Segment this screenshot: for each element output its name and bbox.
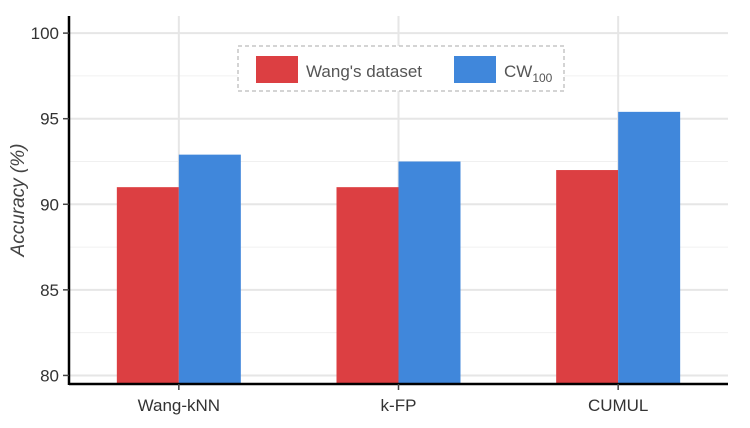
legend-label-cw100: CW100 [504,62,553,85]
x-tick-label-wang-knn: Wang-kNN [138,396,221,415]
bar-k-fp-wang-s-dataset [336,187,399,384]
bar-cumul-wang-s-dataset [556,170,619,384]
y-axis-ticks: 80 85 90 95 100 [31,24,69,385]
legend-label-cw100-subscript: 100 [532,71,552,85]
legend: Wang's dataset CW100 [237,45,565,92]
y-tick-label: 100 [31,24,59,43]
bars [116,111,681,384]
y-tick-label: 90 [40,195,59,214]
x-tick-label-cumul: CUMUL [588,396,648,415]
bar-wang-knn-cw100 [178,154,241,384]
legend-swatch-wangs-dataset [256,56,298,83]
x-axis-ticks: Wang-kNN k-FP CUMUL [138,384,648,415]
y-tick-label: 95 [40,110,59,129]
bar-wang-knn-wang-s-dataset [116,187,179,384]
x-tick-label-k-fp: k-FP [381,396,417,415]
legend-label-cw100-main: CW [504,62,532,81]
y-tick-label: 85 [40,281,59,300]
y-axis-label: Accuracy (%) [8,144,29,258]
legend-label-wangs-dataset: Wang's dataset [306,62,422,81]
bar-cumul-cw100 [618,111,681,384]
legend-swatch-cw100 [454,56,496,83]
y-tick-label: 80 [40,366,59,385]
bar-k-fp-cw100 [398,161,461,384]
